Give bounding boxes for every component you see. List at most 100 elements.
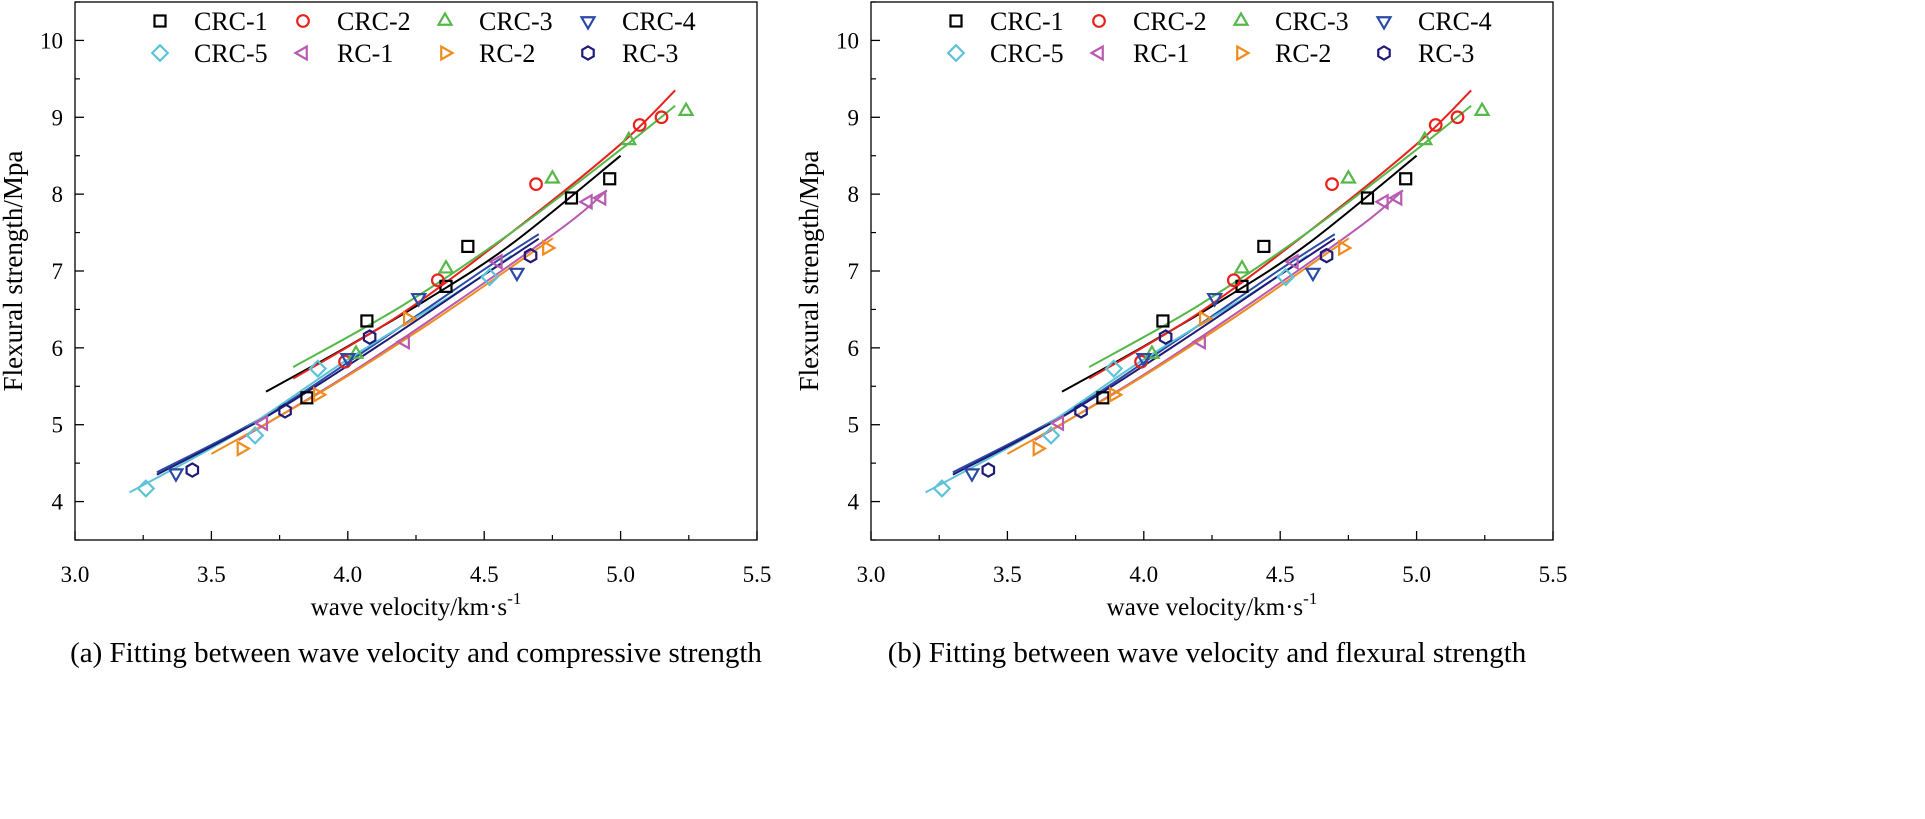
data-point-rc-3: [1158, 329, 1173, 345]
x-tick-label: 3.0: [61, 562, 90, 587]
data-point-rc-1: [591, 189, 607, 207]
data-point-rc-2: [1108, 386, 1124, 404]
data-point-rc-2: [236, 440, 252, 457]
legend-label-crc-3: CRC-3: [1275, 7, 1349, 36]
x-tick-label: 4.0: [333, 562, 362, 587]
data-point-crc-1: [300, 391, 314, 405]
data-point-crc-4: [963, 468, 981, 483]
legend-label-crc-4: CRC-4: [1418, 7, 1492, 36]
y-tick-label: 10: [836, 28, 859, 53]
data-point-crc-3: [1473, 101, 1491, 116]
y-tick-label: 10: [40, 28, 63, 53]
data-point-crc-3: [543, 169, 561, 184]
data-point-rc-1: [1284, 253, 1299, 271]
data-point-crc-5: [136, 479, 156, 498]
legend-marker-crc-3: [436, 11, 454, 26]
fit-line-crc-4: [952, 233, 1336, 474]
data-point-crc-2: [430, 273, 445, 288]
data-point-crc-1: [1360, 191, 1375, 205]
y-tick-label: 6: [52, 336, 64, 361]
data-point-rc-2: [1032, 440, 1048, 457]
data-point-rc-3: [1319, 247, 1334, 264]
data-point-crc-4: [1206, 293, 1224, 308]
legend-label-crc-4: CRC-4: [622, 7, 696, 36]
legend-marker-crc-2: [1092, 14, 1106, 28]
data-point-rc-3: [1074, 403, 1088, 419]
x-tick-label: 5.0: [1402, 562, 1431, 587]
legend-label-rc-2: RC-2: [479, 39, 535, 68]
data-point-rc-3: [278, 403, 292, 419]
legend-label-rc-1: RC-1: [337, 39, 393, 68]
legend-marker-crc-3: [1232, 11, 1250, 26]
data-point-crc-2: [529, 177, 543, 192]
data-point-rc-1: [488, 253, 503, 271]
x-axis-label-text: wave velocity/km·s: [311, 594, 507, 621]
figure-caption: (b) Fitting between wave velocity and fl…: [888, 637, 1527, 669]
y-tick-label: 8: [52, 182, 64, 207]
data-point-crc-2: [1226, 273, 1241, 288]
y-axis-label: Flexural strength/Mpa: [0, 151, 28, 392]
fit-line-crc-3: [1088, 104, 1472, 368]
legend-marker-crc-5: [150, 43, 170, 63]
y-tick-label: 7: [52, 259, 64, 284]
y-tick-label: 4: [848, 490, 860, 515]
legend-label-crc-5: CRC-5: [990, 39, 1064, 68]
fit-line-crc-3: [292, 104, 676, 368]
y-tick-label: 9: [848, 105, 860, 130]
data-point-crc-5: [245, 426, 265, 445]
legend-marker-crc-5: [946, 43, 966, 63]
plot-frame: [870, 1, 1554, 541]
y-tick-label: 9: [52, 105, 64, 130]
y-axis-label: Flexural strength/Mpa: [794, 151, 824, 392]
fit-line-rc-3: [952, 237, 1336, 476]
data-point-rc-1: [395, 333, 410, 351]
legend-label-crc-3: CRC-3: [479, 7, 553, 36]
data-point-rc-3: [362, 329, 377, 345]
legend-label-crc-5: CRC-5: [194, 39, 268, 68]
data-point-crc-1: [1257, 239, 1271, 254]
legend-marker-crc-4: [579, 16, 597, 31]
data-point-crc-1: [1156, 314, 1170, 328]
legend-marker-rc-2: [1236, 44, 1251, 62]
x-tick-label: 5.0: [606, 562, 635, 587]
figure-caption: (a) Fitting between wave velocity and co…: [70, 637, 762, 669]
data-point-crc-2: [1450, 110, 1465, 125]
data-point-rc-3: [185, 462, 200, 478]
x-axis-label-superscript: -1: [1303, 589, 1317, 608]
fit-line-crc-4: [156, 233, 540, 474]
data-point-crc-3: [437, 258, 455, 274]
legend-label-rc-2: RC-2: [1275, 39, 1331, 68]
data-point-crc-2: [1325, 177, 1339, 192]
x-tick-label: 4.0: [1129, 562, 1158, 587]
legend-marker-crc-1: [949, 14, 963, 28]
chart-panel-a: 3.0 3.5 4.0 4.5 5.0 5.5 4 5 6 7 8 9 10 wave velocity/…: [0, 1, 771, 669]
data-point-crc-1: [360, 314, 374, 328]
x-axis-label-superscript: -1: [507, 589, 521, 608]
legend-marker-crc-2: [296, 14, 310, 28]
data-point-crc-3: [677, 101, 695, 116]
data-point-rc-3: [981, 462, 996, 478]
legend-label-rc-3: RC-3: [622, 39, 678, 68]
y-tick-label: 5: [52, 413, 64, 438]
chart-panel-b: 3.0 3.5 4.0 4.5 5.0 5.5 4 5 6 7 8 9 10 wave velocity/…: [794, 1, 1567, 669]
data-point-crc-5: [308, 359, 328, 378]
data-point-crc-4: [339, 353, 357, 368]
fit-line-rc-2: [1006, 237, 1350, 455]
data-point-crc-3: [1339, 169, 1357, 184]
data-point-rc-3: [523, 247, 538, 264]
data-point-rc-1: [1191, 333, 1206, 351]
data-point-crc-3: [347, 344, 365, 359]
data-point-crc-4: [410, 293, 428, 308]
x-tick-label: 3.0: [857, 562, 886, 587]
data-point-crc-4: [508, 267, 526, 283]
data-point-rc-2: [312, 386, 328, 404]
data-point-crc-5: [932, 479, 952, 498]
legend-marker-rc-3: [581, 45, 595, 61]
y-tick-label: 7: [848, 259, 860, 284]
x-tick-label: 4.5: [1266, 562, 1295, 587]
legend-marker-rc-1: [293, 44, 308, 62]
fit-line-rc-3: [156, 237, 540, 476]
data-point-crc-3: [1416, 130, 1434, 146]
data-point-crc-1: [1399, 172, 1413, 186]
